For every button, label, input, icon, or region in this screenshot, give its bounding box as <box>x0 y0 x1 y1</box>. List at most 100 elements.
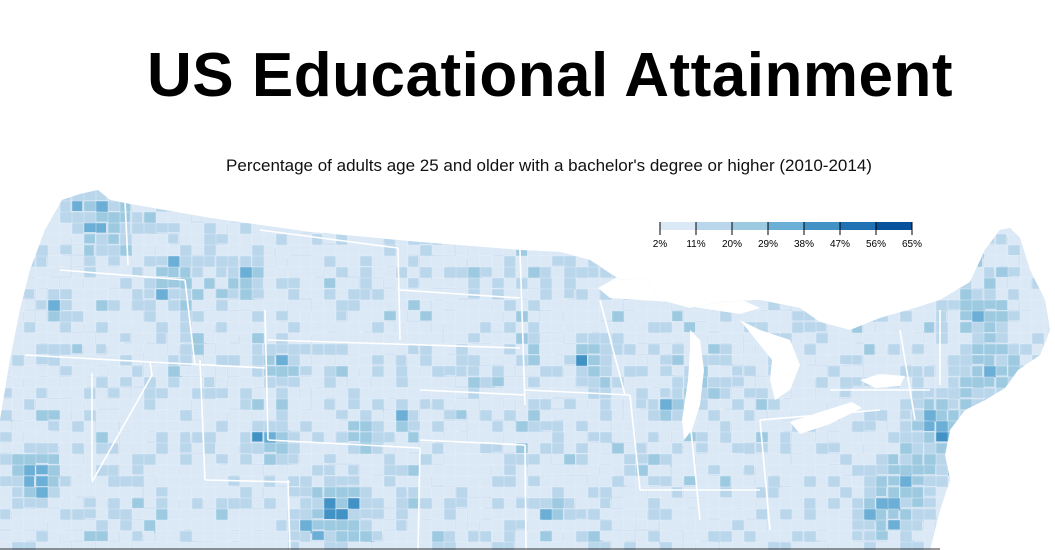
county-cell <box>527 354 542 366</box>
county-cell <box>155 190 170 201</box>
county-cell <box>11 508 26 521</box>
county-cell <box>59 190 71 202</box>
county-cell <box>95 387 107 401</box>
county-cell <box>179 255 192 269</box>
county-cell <box>527 453 542 465</box>
county-cell <box>479 354 492 365</box>
county-cell <box>287 190 304 204</box>
county-cell <box>635 233 651 245</box>
county-cell <box>599 255 613 271</box>
county-cell <box>851 365 863 377</box>
county-cell <box>131 431 146 445</box>
county-cell <box>515 211 527 225</box>
county-cell <box>467 222 479 236</box>
county-cell <box>227 310 242 322</box>
county-cell <box>671 420 683 432</box>
county-cell <box>1031 200 1047 215</box>
county-cell <box>851 310 863 325</box>
county-cell <box>527 310 539 323</box>
county-cell <box>47 442 59 454</box>
county-cell <box>263 387 277 400</box>
county-cell <box>143 310 158 324</box>
county-cell <box>47 233 60 245</box>
county-cell <box>155 343 167 355</box>
county-cell <box>479 420 494 433</box>
county-cell <box>935 464 949 476</box>
county-cell <box>875 255 888 268</box>
county-cell <box>983 200 998 211</box>
county-cell <box>431 288 444 299</box>
county-cell <box>659 321 673 334</box>
county-cell <box>95 277 109 291</box>
county-cell <box>731 376 746 387</box>
county-cell <box>779 200 797 214</box>
county-cell <box>659 332 674 343</box>
county-cell <box>827 299 843 312</box>
county-cell <box>491 497 505 511</box>
county-cell <box>47 475 59 488</box>
county-cell <box>899 497 914 508</box>
county-cell <box>179 409 194 422</box>
county-cell <box>659 519 672 531</box>
county-cell <box>167 398 180 412</box>
county-cell <box>959 530 971 541</box>
county-cell <box>635 387 650 401</box>
county-cell <box>875 200 891 211</box>
county-cell <box>887 453 899 465</box>
county-cell <box>143 453 157 467</box>
county-cell <box>779 266 792 278</box>
state-border <box>59 269 186 281</box>
county-cell <box>791 310 806 322</box>
county-cell <box>227 332 239 343</box>
county-cell <box>551 233 566 248</box>
county-cell <box>407 266 419 279</box>
county-cell <box>539 475 554 487</box>
county-cell <box>827 277 842 290</box>
county-cell <box>323 387 338 398</box>
county-cell <box>803 354 815 365</box>
county-cell <box>215 255 230 268</box>
county-cell <box>947 244 964 255</box>
county-cell <box>995 365 1008 377</box>
county-cell <box>599 376 611 390</box>
county-cell <box>11 310 23 323</box>
county-cell <box>827 310 840 322</box>
county-cell <box>239 398 252 412</box>
county-cell <box>359 541 372 550</box>
county-cell <box>143 365 156 377</box>
county-cell <box>131 376 145 387</box>
county-cell <box>983 376 995 388</box>
county-cell <box>71 453 83 466</box>
county-cell <box>731 475 745 489</box>
lake-ontario <box>860 374 905 388</box>
county-cell <box>71 530 85 541</box>
county-cell <box>575 233 592 248</box>
county-cell <box>503 354 516 366</box>
county-cell <box>431 244 446 255</box>
county-cell <box>539 211 556 226</box>
county-cell <box>443 508 457 521</box>
county-cell <box>155 398 170 411</box>
county-cell <box>839 255 856 270</box>
county-cell <box>119 255 132 269</box>
county-cell <box>875 486 887 497</box>
county-cell <box>995 310 1010 323</box>
county-cell <box>539 266 552 279</box>
county-cell <box>923 266 935 279</box>
county-cell <box>143 190 157 201</box>
county-cell <box>95 530 109 542</box>
county-cell <box>551 398 566 409</box>
county-cell <box>479 464 491 476</box>
legend-tick-label: 2% <box>653 239 668 250</box>
county-cell <box>407 343 419 355</box>
county-cell <box>863 530 876 541</box>
county-cell <box>1043 354 1050 369</box>
county-cell <box>179 398 191 410</box>
county-cell <box>863 332 876 344</box>
county-cell <box>215 486 228 500</box>
county-cell <box>671 442 683 456</box>
county-cell <box>83 453 96 466</box>
county-cell <box>827 431 841 442</box>
county-cell <box>71 255 84 266</box>
county-cell <box>167 255 180 268</box>
